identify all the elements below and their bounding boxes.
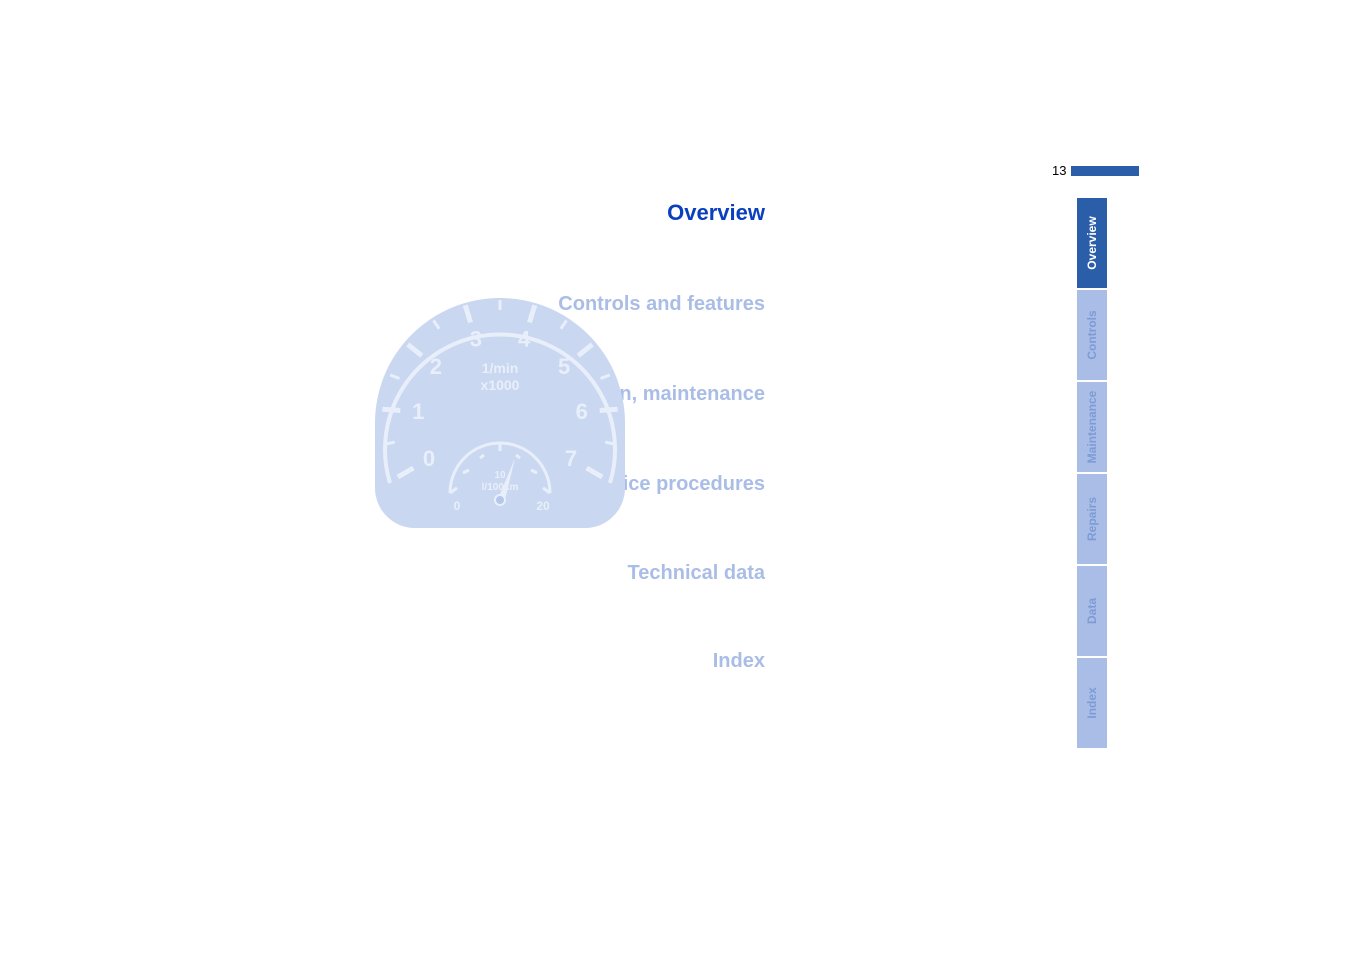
- svg-text:5: 5: [558, 354, 570, 379]
- side-tab[interactable]: Controls: [1077, 290, 1107, 380]
- manual-page: 13 OverviewControls and featuresOperatio…: [0, 0, 1351, 954]
- svg-text:0: 0: [423, 446, 435, 471]
- gauge-unit-line2: x1000: [481, 377, 520, 393]
- section-title[interactable]: Index: [713, 650, 765, 673]
- section-title[interactable]: Technical data: [628, 562, 765, 585]
- sub-gauge-min: 0: [454, 499, 461, 513]
- side-tab-label: Controls: [1085, 310, 1099, 359]
- svg-text:2: 2: [430, 354, 442, 379]
- section-title[interactable]: Overview: [667, 200, 765, 226]
- side-tabs: Overview Controls Maintenance Repairs Data In…: [1077, 198, 1107, 750]
- sub-gauge-max: 20: [536, 499, 550, 513]
- side-tab-label: Index: [1085, 687, 1099, 718]
- side-tab[interactable]: Index: [1077, 658, 1107, 748]
- side-tab[interactable]: Maintenance: [1077, 382, 1107, 472]
- gauge-unit-line1: 1/min: [482, 360, 519, 376]
- side-tab[interactable]: Repairs: [1077, 474, 1107, 564]
- side-tab[interactable]: Overview: [1077, 198, 1107, 288]
- side-tab-label: Data: [1085, 598, 1099, 624]
- page-number-accent-bar: [1071, 166, 1139, 176]
- side-tab-label: Maintenance: [1085, 391, 1099, 464]
- side-tab-label: Overview: [1085, 216, 1099, 269]
- tachometer-illustration: 01234567 1/min x1000 0 20 10: [355, 278, 645, 568]
- side-tab-label: Repairs: [1085, 497, 1099, 541]
- svg-text:4: 4: [518, 327, 531, 352]
- svg-text:3: 3: [470, 327, 482, 352]
- sub-gauge-label-2: l/100km: [482, 482, 519, 493]
- svg-text:1: 1: [412, 399, 424, 424]
- sub-gauge-label-1: 10: [494, 470, 506, 481]
- svg-text:6: 6: [576, 399, 588, 424]
- page-number: 13: [1052, 163, 1066, 178]
- svg-text:7: 7: [565, 446, 577, 471]
- side-tab[interactable]: Data: [1077, 566, 1107, 656]
